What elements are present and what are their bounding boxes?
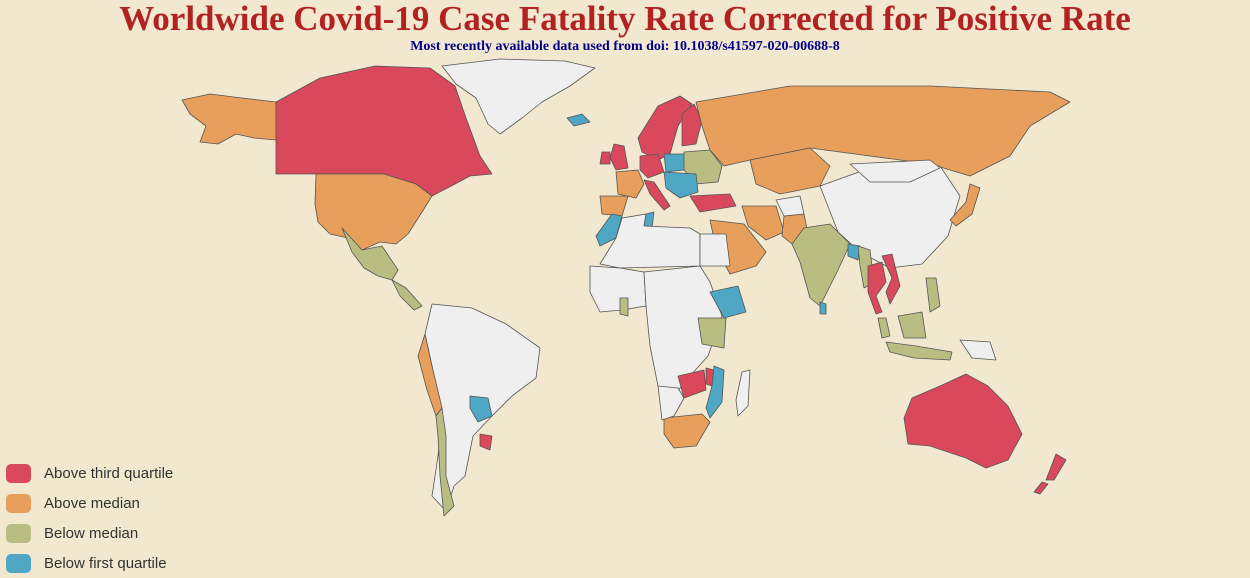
country-uruguay[interactable]: Uruguay (479, 433, 493, 451)
country-united-kingdom[interactable]: United Kingdom (609, 143, 629, 171)
country-australia[interactable]: Australia (903, 373, 1023, 469)
legend-swatch-above-median (6, 493, 31, 513)
country-ghana[interactable]: Ghana (619, 297, 629, 317)
country-india[interactable]: India (791, 223, 851, 307)
country-balkans[interactable]: Balkans (663, 171, 699, 199)
country-bangladesh[interactable]: Bangladesh (847, 243, 861, 261)
legend-item-above-third-quartile: Above third quartile (6, 458, 173, 488)
country-namibia[interactable]: Namibia (657, 385, 685, 421)
country-ireland[interactable]: Ireland (599, 151, 611, 165)
legend-label: Above median (44, 494, 140, 512)
legend-swatch-below-first-quartile (6, 553, 31, 573)
world-map: Greenland Alaska Canada United States Me… (181, 58, 1071, 517)
map-legend: Above third quartile Above median Below … (6, 458, 173, 578)
country-kenya[interactable]: Kenya (697, 317, 727, 349)
legend-item-below-median: Below median (6, 518, 173, 548)
country-new-zealand[interactable]: New Zealand (1033, 453, 1067, 495)
country-mongolia[interactable]: Mongolia (849, 159, 941, 183)
country-alaska[interactable]: Alaska (181, 93, 277, 145)
country-malaysia[interactable]: Malaysia (877, 317, 891, 339)
country-united-states[interactable]: United States (314, 173, 433, 251)
country-russia[interactable]: Russia (695, 85, 1071, 177)
country-egypt[interactable]: Egypt (699, 233, 731, 267)
legend-label: Below first quartile (44, 554, 167, 572)
country-iran[interactable]: Iran (741, 205, 785, 241)
legend-label: Above third quartile (44, 464, 174, 482)
country-philippines[interactable]: Philippines (925, 277, 941, 313)
country-thailand[interactable]: Thailand (867, 261, 887, 315)
country-france[interactable]: France (615, 169, 645, 199)
country-iberia[interactable]: Iberia (599, 195, 629, 217)
country-south-africa[interactable]: South Africa (663, 413, 711, 449)
country-indonesia[interactable]: Indonesia (885, 311, 953, 361)
country-turkey[interactable]: Turkey (689, 193, 737, 213)
country-zambia[interactable]: Zambia (677, 369, 707, 399)
map-subtitle: Most recently available data used from d… (410, 39, 840, 54)
country-japan[interactable]: Japan (949, 183, 981, 227)
map-title: Worldwide Covid-19 Case Fatality Rate Co… (119, 0, 1131, 38)
legend-swatch-above-third-quartile (6, 463, 31, 483)
country-sri-lanka[interactable]: Sri Lanka (819, 301, 827, 315)
country-west-africa[interactable]: West Africa (589, 265, 647, 313)
country-madagascar[interactable]: Madagascar (735, 369, 751, 417)
country-mozambique[interactable]: Mozambique (705, 365, 725, 419)
legend-item-above-median: Above median (6, 488, 173, 518)
country-poland[interactable]: Poland (663, 153, 685, 173)
country-ethiopia[interactable]: Ethiopia (709, 285, 747, 319)
country-central-america[interactable]: Central America (391, 279, 423, 311)
country-greenland[interactable]: Greenland (441, 58, 596, 135)
legend-item-below-first-quartile: Below first quartile (6, 548, 173, 578)
legend-swatch-below-median (6, 523, 31, 543)
legend-label: Below median (44, 524, 139, 542)
country-afghanistan[interactable]: Afghanistan (775, 195, 805, 217)
country-italy[interactable]: Italy (643, 179, 671, 211)
country-papua-new-guinea[interactable]: Papua New Guinea (959, 339, 997, 361)
country-finland[interactable]: Finland (681, 103, 703, 147)
country-scandinavia[interactable]: Scandinavia (637, 95, 693, 161)
country-central-europe[interactable]: Central Europe (639, 153, 665, 179)
country-iceland[interactable]: Iceland (566, 113, 591, 127)
country-chile[interactable]: Chile (435, 407, 455, 517)
country-paraguay[interactable]: Paraguay (469, 395, 493, 423)
country-vietnam[interactable]: Vietnam (881, 253, 901, 305)
